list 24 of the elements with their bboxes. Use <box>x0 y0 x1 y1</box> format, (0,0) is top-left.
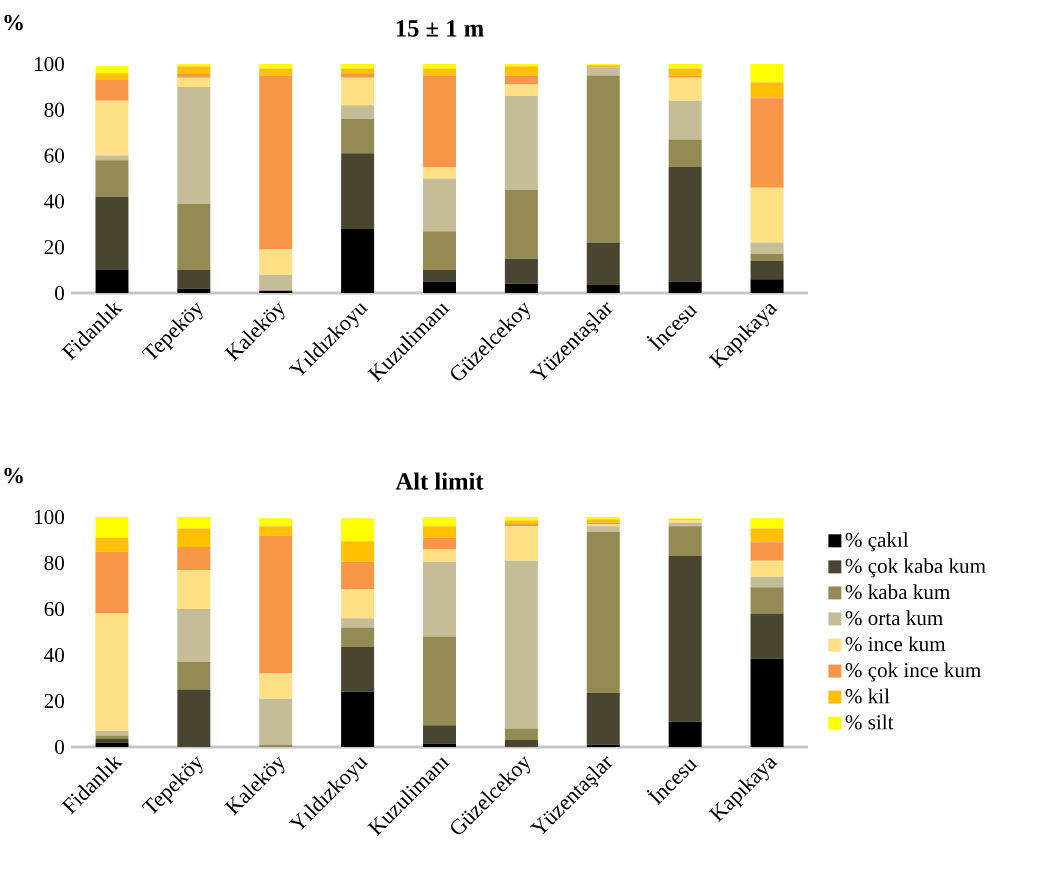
legend-label: % çok ince kum <box>845 662 981 682</box>
chart-title: Alt limit <box>395 472 484 490</box>
y-axis-title: % <box>4 14 23 31</box>
y-axis-title: % <box>4 467 23 484</box>
y-tick-label: 0 <box>55 739 64 755</box>
legend-label: % ince kum <box>845 636 946 652</box>
y-tick-label: 100 <box>35 509 64 525</box>
legend-label: % kaba kum <box>845 584 950 600</box>
y-tick-label: 40 <box>44 647 64 663</box>
y-tick-label: 20 <box>44 240 64 255</box>
y-tick-label: 80 <box>44 555 64 571</box>
y-tick-label: 0 <box>55 285 64 301</box>
y-tick-label: 60 <box>44 601 64 617</box>
legend-label: % çakıl <box>845 532 909 552</box>
legend-label: % silt <box>845 714 894 730</box>
chart-title: 15 ± 1 m <box>396 20 484 37</box>
legend-label: % kil <box>845 688 890 704</box>
y-tick-label: 100 <box>35 56 64 72</box>
legend-label: % çok kaba kum <box>845 558 986 578</box>
legend-label: % orta kum <box>845 610 943 626</box>
y-tick-label: 80 <box>44 102 64 117</box>
y-tick-label: 60 <box>44 148 64 163</box>
y-tick-label: 20 <box>44 693 64 709</box>
y-tick-label: 40 <box>44 194 64 209</box>
